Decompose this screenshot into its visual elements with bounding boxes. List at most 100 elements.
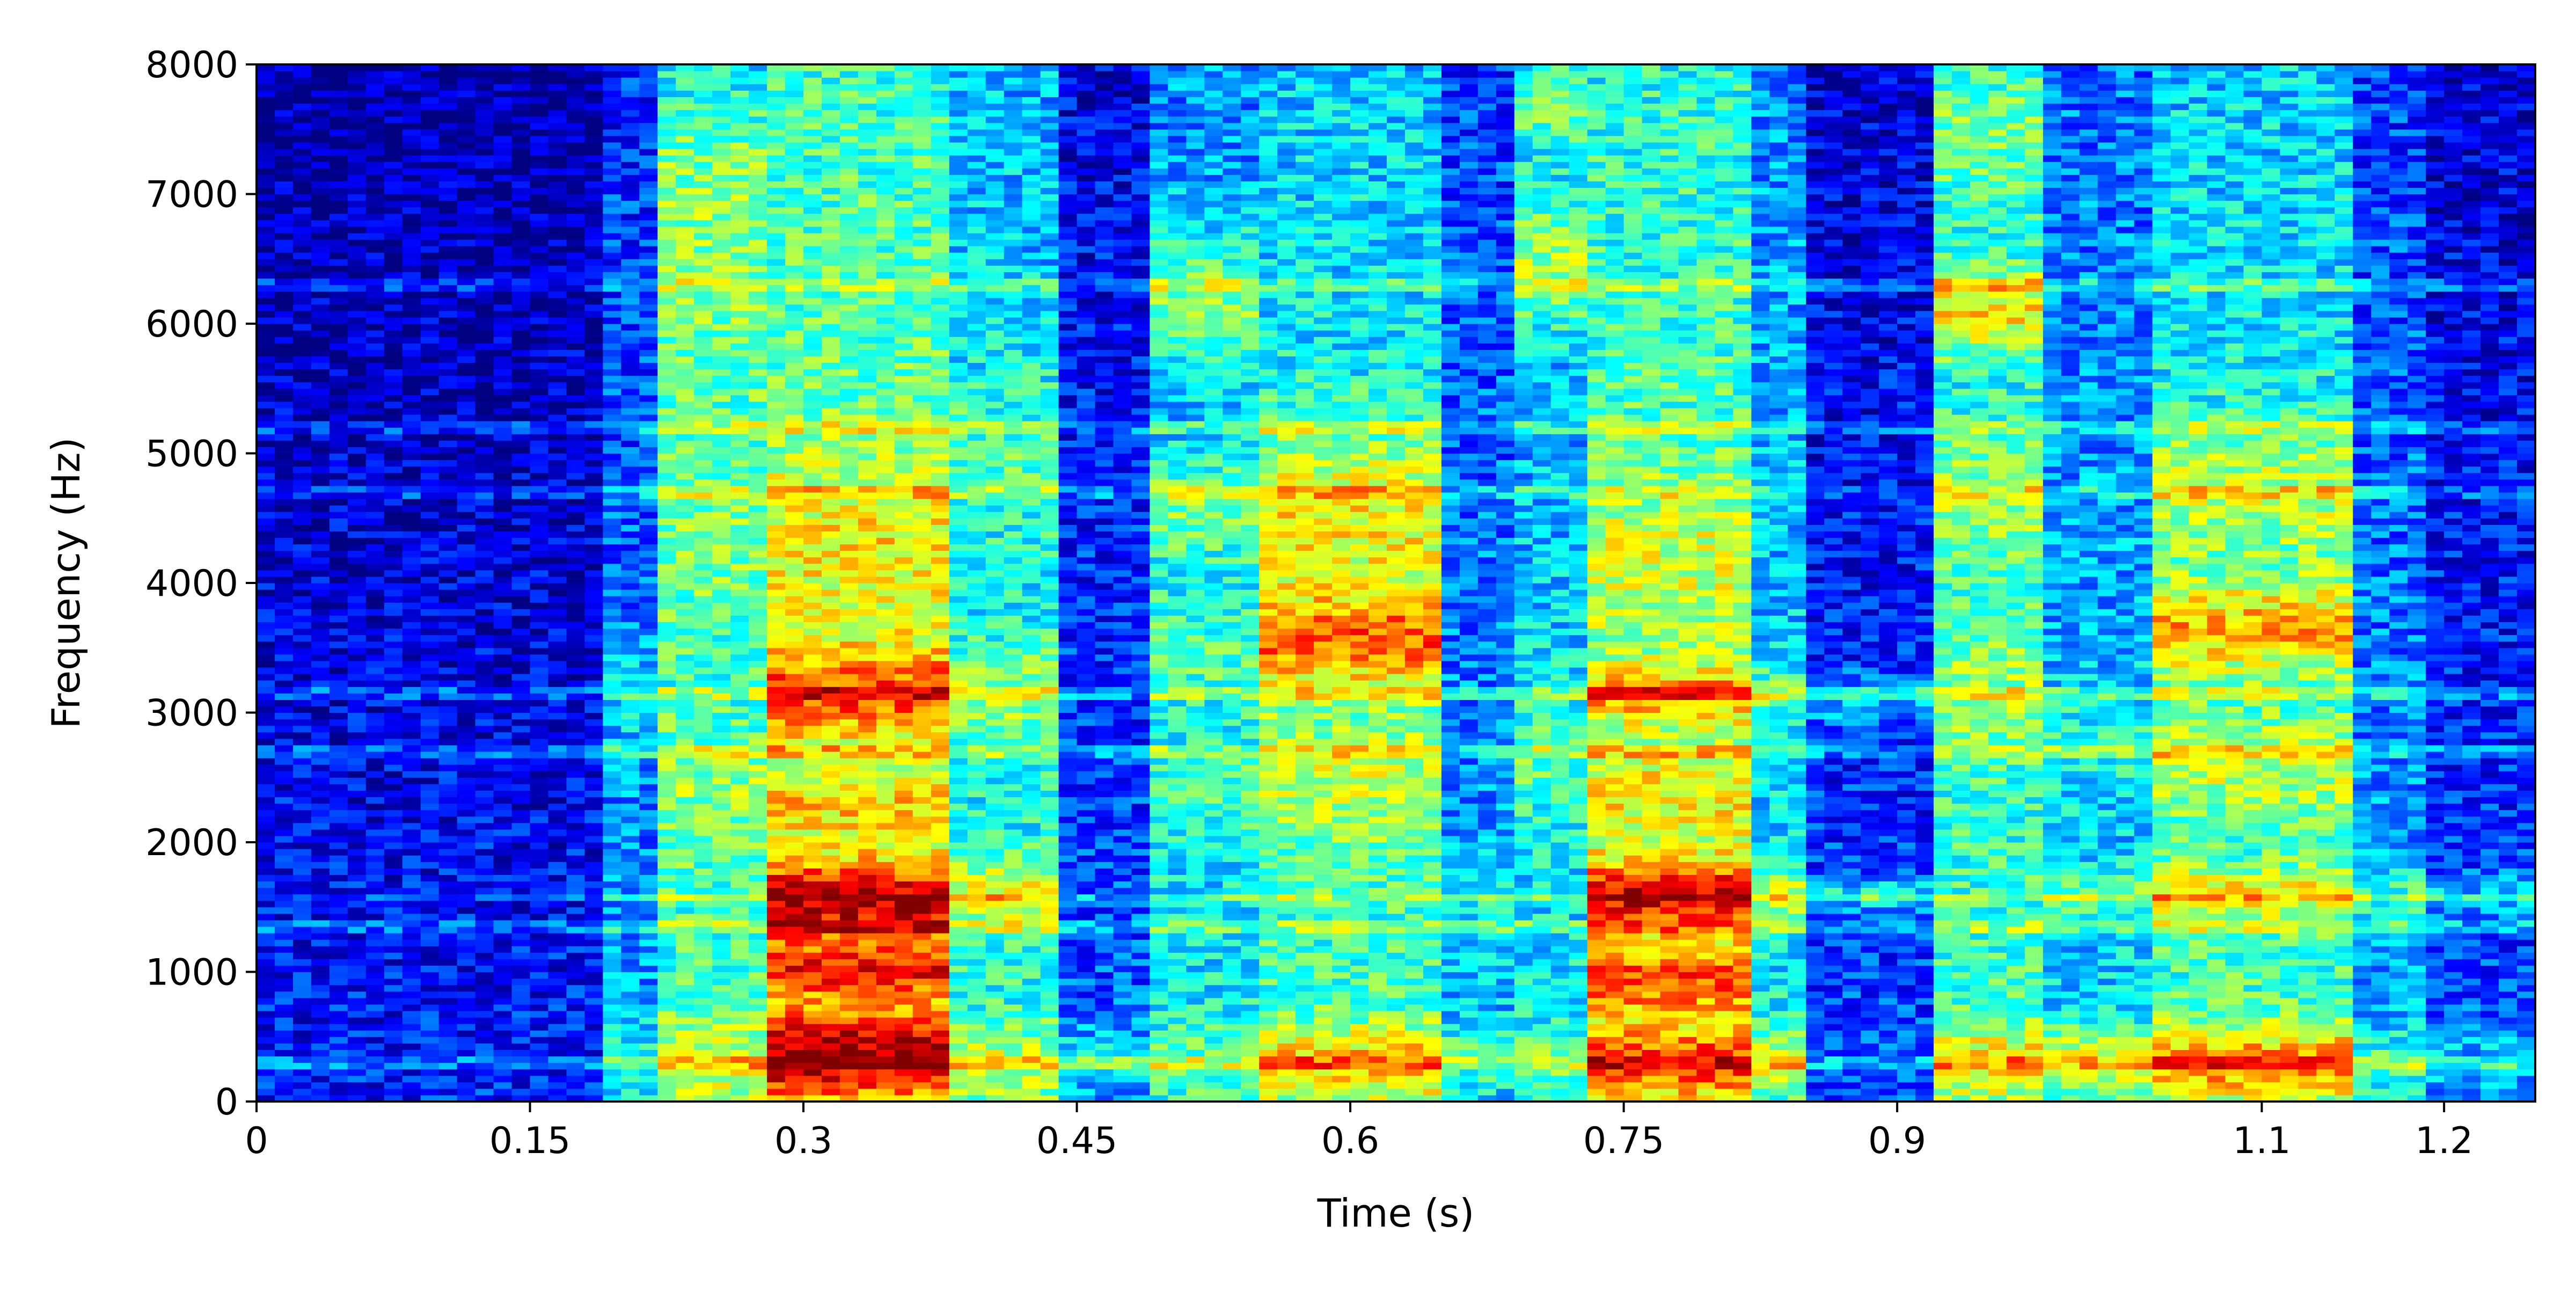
spectrogram-cell xyxy=(584,583,603,590)
spectrogram-cell xyxy=(530,894,549,901)
spectrogram-cell xyxy=(785,978,804,986)
spectrogram-cell xyxy=(292,116,312,123)
spectrogram-cell xyxy=(329,337,348,344)
spectrogram-cell xyxy=(621,285,640,292)
spectrogram-cell xyxy=(257,505,275,512)
spectrogram-cell xyxy=(803,252,822,259)
spectrogram-cell xyxy=(694,1075,713,1083)
spectrogram-cell xyxy=(749,965,767,973)
spectrogram-cell xyxy=(475,278,494,286)
spectrogram-cell xyxy=(257,589,275,596)
spectrogram-cell xyxy=(292,602,312,609)
spectrogram-cell xyxy=(767,997,786,1005)
spectrogram-cell xyxy=(822,965,840,973)
spectrogram-cell xyxy=(803,835,822,843)
spectrogram-cell xyxy=(329,933,348,940)
spectrogram-cell xyxy=(657,71,676,78)
spectrogram-cell xyxy=(749,537,767,545)
spectrogram-cell xyxy=(384,148,403,156)
spectrogram-cell xyxy=(438,1075,458,1083)
spectrogram-cell xyxy=(347,375,367,383)
spectrogram-cell xyxy=(511,310,531,318)
spectrogram-cell xyxy=(657,687,676,694)
spectrogram-cell xyxy=(566,324,586,331)
spectrogram-cell xyxy=(511,1010,531,1018)
spectrogram-cell xyxy=(420,946,440,953)
spectrogram-cell xyxy=(274,1004,294,1011)
spectrogram-cell xyxy=(493,660,513,668)
spectrogram-cell xyxy=(384,1062,403,1070)
spectrogram-cell xyxy=(257,337,275,344)
spectrogram-cell xyxy=(566,90,586,97)
spectrogram-cell xyxy=(822,920,840,927)
spectrogram-cell xyxy=(257,427,275,434)
spectrogram-cell xyxy=(749,304,767,311)
spectrogram-cell xyxy=(402,881,421,888)
spectrogram-cell xyxy=(785,64,804,71)
spectrogram-cell xyxy=(475,116,494,123)
spectrogram-cell xyxy=(822,1075,840,1083)
spectrogram-cell xyxy=(493,550,513,558)
spectrogram-cell xyxy=(457,829,476,836)
spectrogram-cell xyxy=(803,790,822,798)
spectrogram-cell xyxy=(603,855,621,862)
spectrogram-cell xyxy=(329,674,348,681)
spectrogram-cell xyxy=(475,544,494,551)
spectrogram-cell xyxy=(749,544,767,551)
spectrogram-cell xyxy=(712,401,731,409)
spectrogram-cell xyxy=(438,220,458,227)
spectrogram-cell xyxy=(457,576,476,583)
spectrogram-cell xyxy=(493,900,513,908)
spectrogram-cell xyxy=(384,524,403,531)
spectrogram-cell xyxy=(712,570,731,577)
spectrogram-cell xyxy=(274,596,294,603)
spectrogram-cell xyxy=(584,122,603,130)
spectrogram-cell xyxy=(438,459,458,467)
spectrogram-cell xyxy=(292,622,312,629)
spectrogram-cell xyxy=(566,978,586,986)
spectrogram-cell xyxy=(274,531,294,538)
spectrogram-cell xyxy=(347,758,367,765)
spectrogram-cell xyxy=(676,122,694,130)
spectrogram-cell xyxy=(584,784,603,791)
spectrogram-cell xyxy=(457,259,476,266)
spectrogram-cell xyxy=(603,745,621,752)
spectrogram-cell xyxy=(712,1088,731,1096)
spectrogram-cell xyxy=(712,434,731,441)
spectrogram-cell xyxy=(603,862,621,869)
spectrogram-cell xyxy=(785,162,804,169)
spectrogram-cell xyxy=(257,252,275,259)
spectrogram-cell xyxy=(493,505,513,512)
spectrogram-cell xyxy=(365,1062,385,1070)
spectrogram-cell xyxy=(311,1082,330,1089)
spectrogram-cell xyxy=(767,835,786,843)
spectrogram-cell xyxy=(475,933,494,940)
spectrogram-cell xyxy=(566,97,586,104)
spectrogram-cell xyxy=(384,1088,403,1096)
spectrogram-cell xyxy=(420,148,440,156)
spectrogram-cell xyxy=(566,1010,586,1018)
spectrogram-cell xyxy=(311,479,330,486)
spectrogram-cell xyxy=(365,226,385,234)
spectrogram-cell xyxy=(274,103,294,111)
spectrogram-cell xyxy=(694,803,713,811)
spectrogram-cell xyxy=(493,330,513,337)
spectrogram-cell xyxy=(767,512,786,519)
spectrogram-cell xyxy=(475,246,494,253)
spectrogram-cell xyxy=(803,1037,822,1044)
spectrogram-cell xyxy=(676,524,694,531)
spectrogram-cell xyxy=(511,252,531,259)
spectrogram-cell xyxy=(511,907,531,914)
spectrogram-cell xyxy=(712,174,731,181)
spectrogram-cell xyxy=(530,1004,549,1011)
spectrogram-cell xyxy=(511,674,531,681)
spectrogram-cell xyxy=(657,797,676,804)
spectrogram-cell xyxy=(712,1004,731,1011)
spectrogram-cell xyxy=(785,933,804,940)
spectrogram-cell xyxy=(676,881,694,888)
spectrogram-cell xyxy=(584,1049,603,1057)
spectrogram-cell xyxy=(712,414,731,421)
spectrogram-cell xyxy=(329,712,348,720)
spectrogram-cell xyxy=(438,855,458,862)
spectrogram-cell xyxy=(603,369,621,376)
